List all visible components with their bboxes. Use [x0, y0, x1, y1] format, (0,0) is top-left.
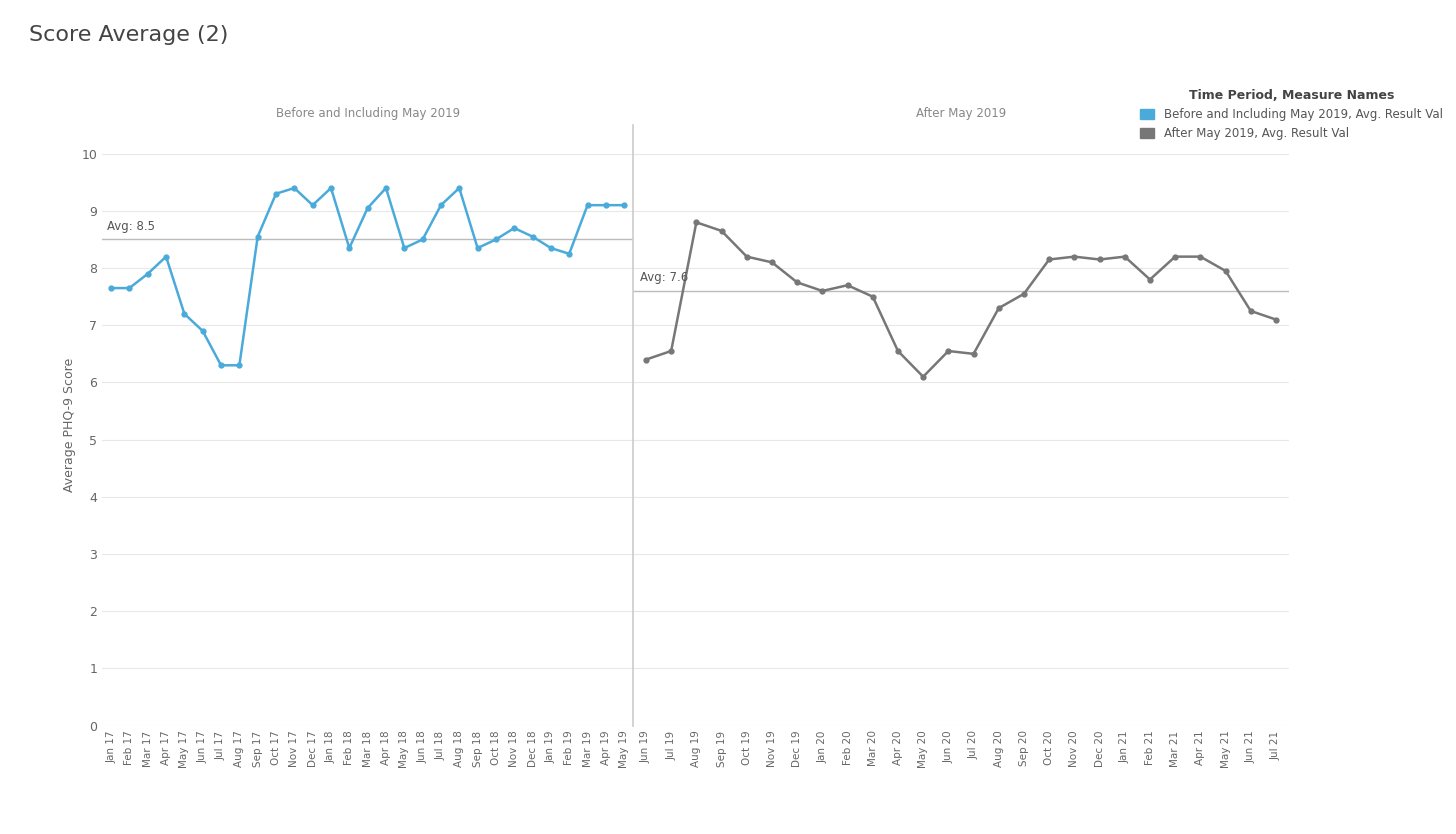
- Title: After May 2019: After May 2019: [916, 107, 1006, 120]
- Text: Score Average (2): Score Average (2): [29, 25, 229, 45]
- Legend: Before and Including May 2019, Avg. Result Val, After May 2019, Avg. Result Val: Before and Including May 2019, Avg. Resu…: [1140, 89, 1443, 140]
- Title: Before and Including May 2019: Before and Including May 2019: [275, 107, 460, 120]
- Text: Avg: 7.6: Avg: 7.6: [641, 271, 689, 284]
- Y-axis label: Average PHQ-9 Score: Average PHQ-9 Score: [63, 359, 76, 492]
- Text: Avg: 8.5: Avg: 8.5: [108, 219, 156, 233]
